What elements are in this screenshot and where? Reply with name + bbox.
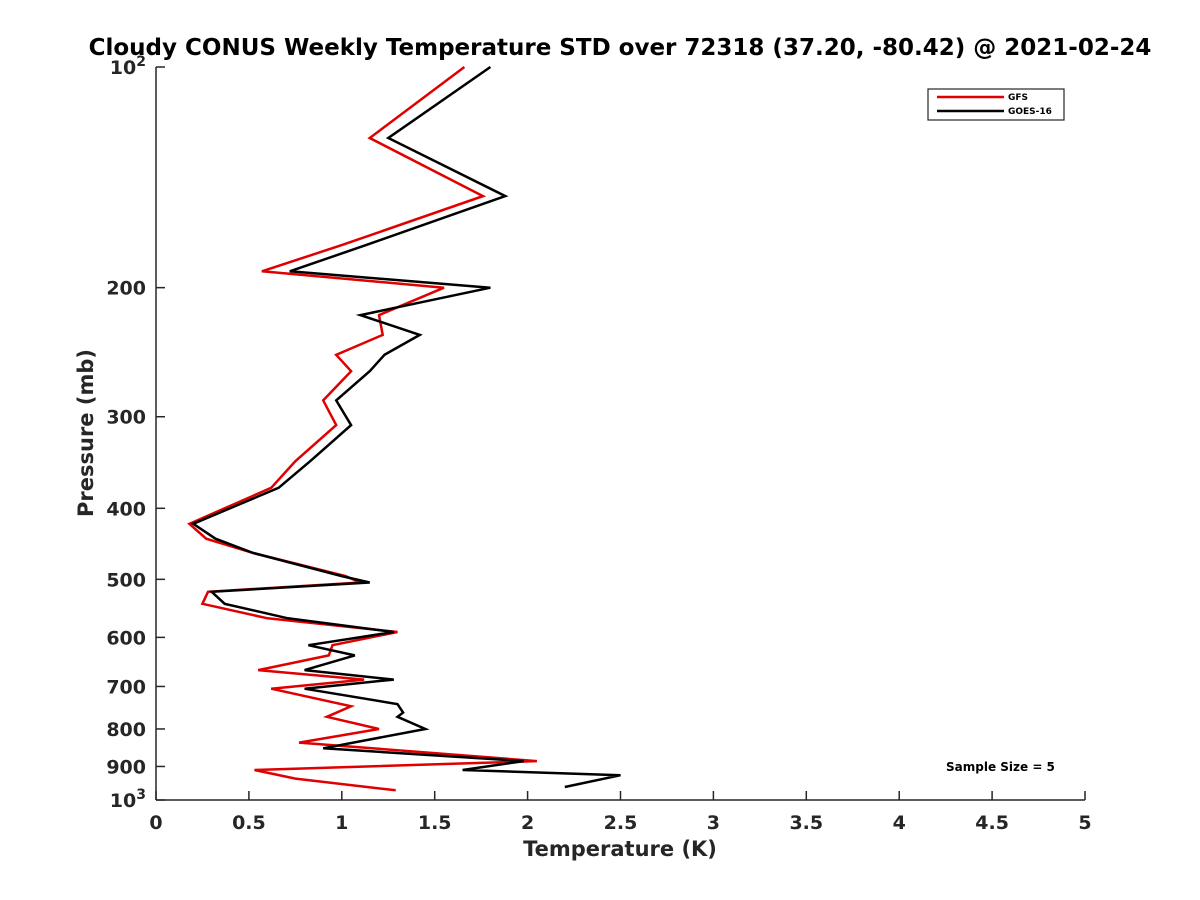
- legend-label-gfs: GFS: [1008, 93, 1028, 103]
- y-tick-label: 500: [106, 569, 146, 591]
- x-tick-label: 1.5: [418, 812, 452, 834]
- x-tick-label: 0: [149, 812, 162, 834]
- y-axis-label: Pressure (mb): [74, 349, 98, 517]
- y-tick-label: 103: [110, 787, 146, 812]
- legend-box: [927, 88, 1065, 121]
- axes: [155, 67, 1085, 801]
- x-tick-label: 1: [335, 812, 348, 834]
- x-tick-label: 2: [521, 812, 534, 834]
- y-tick-label: 102: [110, 54, 146, 79]
- legend: GFS GOES-16: [927, 88, 1065, 121]
- y-ticks: 102 200 300 400 500 600 700 800 900 103: [106, 54, 165, 812]
- x-tick-label: 2.5: [604, 812, 638, 834]
- x-tick-label: 0.5: [232, 812, 266, 834]
- x-tick-label: 3: [707, 812, 720, 834]
- y-tick-label: 900: [106, 756, 146, 778]
- sample-size-annotation: Sample Size = 5: [946, 760, 1055, 774]
- x-tick-label: 4.5: [975, 812, 1009, 834]
- y-tick-label: 300: [106, 407, 146, 429]
- y-tick-label: 400: [106, 498, 146, 520]
- y-tick-label: 200: [106, 278, 146, 300]
- x-tick-label: 3.5: [789, 812, 823, 834]
- x-ticks: 0 0.5 1 1.5 2 2.5 3 3.5 4 4.5 5: [149, 791, 1092, 834]
- y-tick-label: 600: [106, 627, 146, 649]
- x-axis-label: Temperature (K): [523, 837, 717, 861]
- x-tick-label: 4: [893, 812, 906, 834]
- series-line-goes16: [190, 65, 621, 789]
- series-layer: [187, 65, 621, 792]
- y-tick-label: 800: [106, 719, 146, 741]
- x-tick-label: 5: [1078, 812, 1091, 834]
- chart-title: Cloudy CONUS Weekly Temperature STD over…: [89, 35, 1152, 61]
- legend-label-goes16: GOES-16: [1008, 107, 1052, 117]
- y-tick-label: 700: [106, 676, 146, 698]
